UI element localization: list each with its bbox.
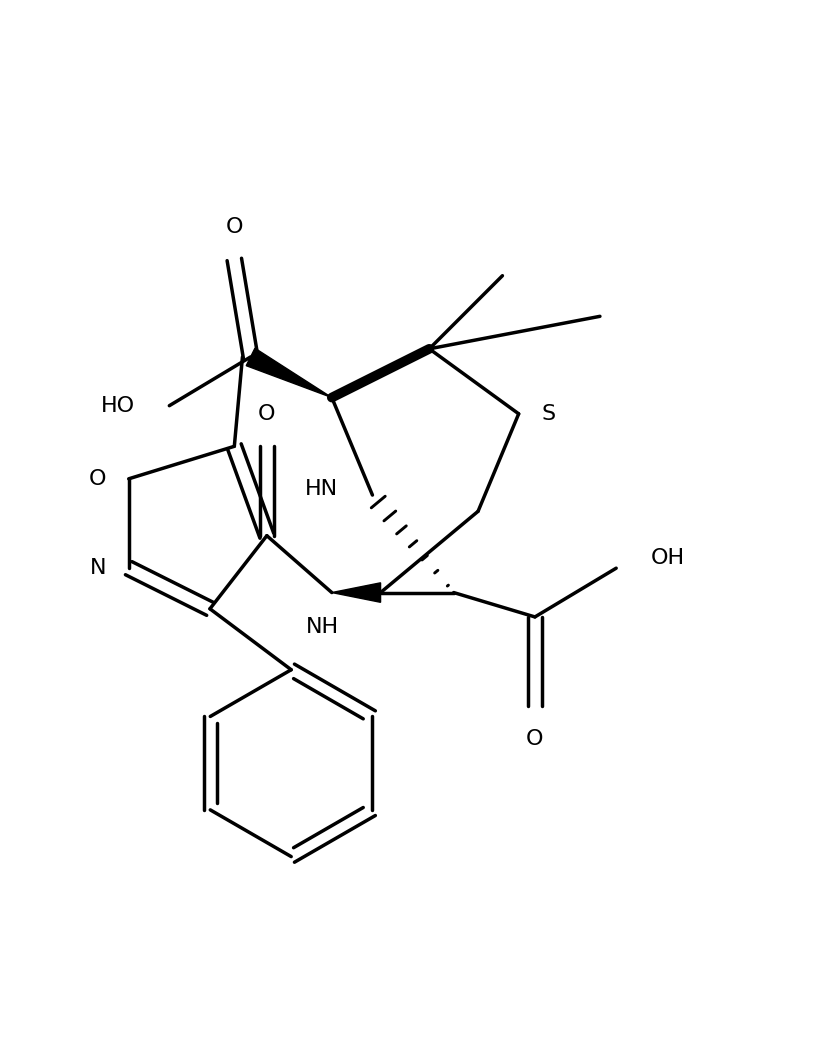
Text: N: N [89, 558, 106, 578]
Text: OH: OH [650, 549, 685, 569]
Polygon shape [246, 349, 332, 398]
Text: O: O [88, 469, 106, 489]
Text: O: O [258, 403, 276, 424]
Text: O: O [226, 217, 243, 237]
Text: O: O [526, 729, 544, 749]
Polygon shape [332, 583, 380, 602]
Text: NH: NH [305, 617, 339, 637]
Text: S: S [542, 404, 555, 424]
Text: HO: HO [101, 396, 135, 416]
Text: HN: HN [305, 478, 339, 498]
